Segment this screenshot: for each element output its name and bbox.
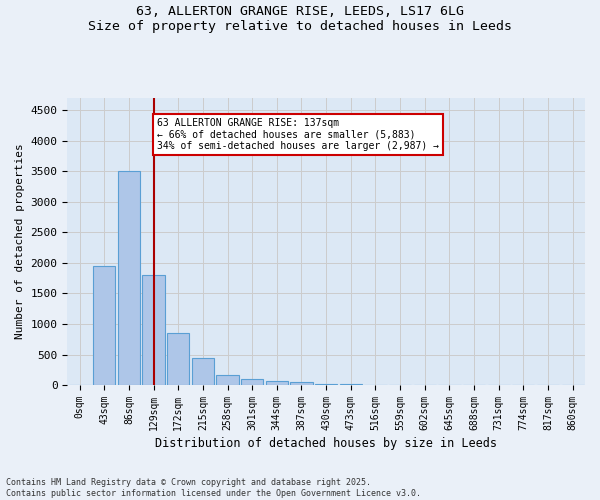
Bar bbox=[118, 172, 140, 385]
Bar bbox=[192, 358, 214, 385]
Bar bbox=[241, 379, 263, 385]
Bar bbox=[93, 266, 115, 385]
Text: 63, ALLERTON GRANGE RISE, LEEDS, LS17 6LG
Size of property relative to detached : 63, ALLERTON GRANGE RISE, LEEDS, LS17 6L… bbox=[88, 5, 512, 33]
Text: Contains HM Land Registry data © Crown copyright and database right 2025.
Contai: Contains HM Land Registry data © Crown c… bbox=[6, 478, 421, 498]
Bar bbox=[266, 381, 288, 385]
Bar bbox=[340, 384, 362, 385]
Text: 63 ALLERTON GRANGE RISE: 137sqm
← 66% of detached houses are smaller (5,883)
34%: 63 ALLERTON GRANGE RISE: 137sqm ← 66% of… bbox=[157, 118, 439, 150]
X-axis label: Distribution of detached houses by size in Leeds: Distribution of detached houses by size … bbox=[155, 437, 497, 450]
Bar bbox=[217, 374, 239, 385]
Bar bbox=[167, 333, 190, 385]
Bar bbox=[142, 275, 164, 385]
Bar bbox=[315, 384, 337, 385]
Bar bbox=[290, 382, 313, 385]
Y-axis label: Number of detached properties: Number of detached properties bbox=[15, 144, 25, 340]
